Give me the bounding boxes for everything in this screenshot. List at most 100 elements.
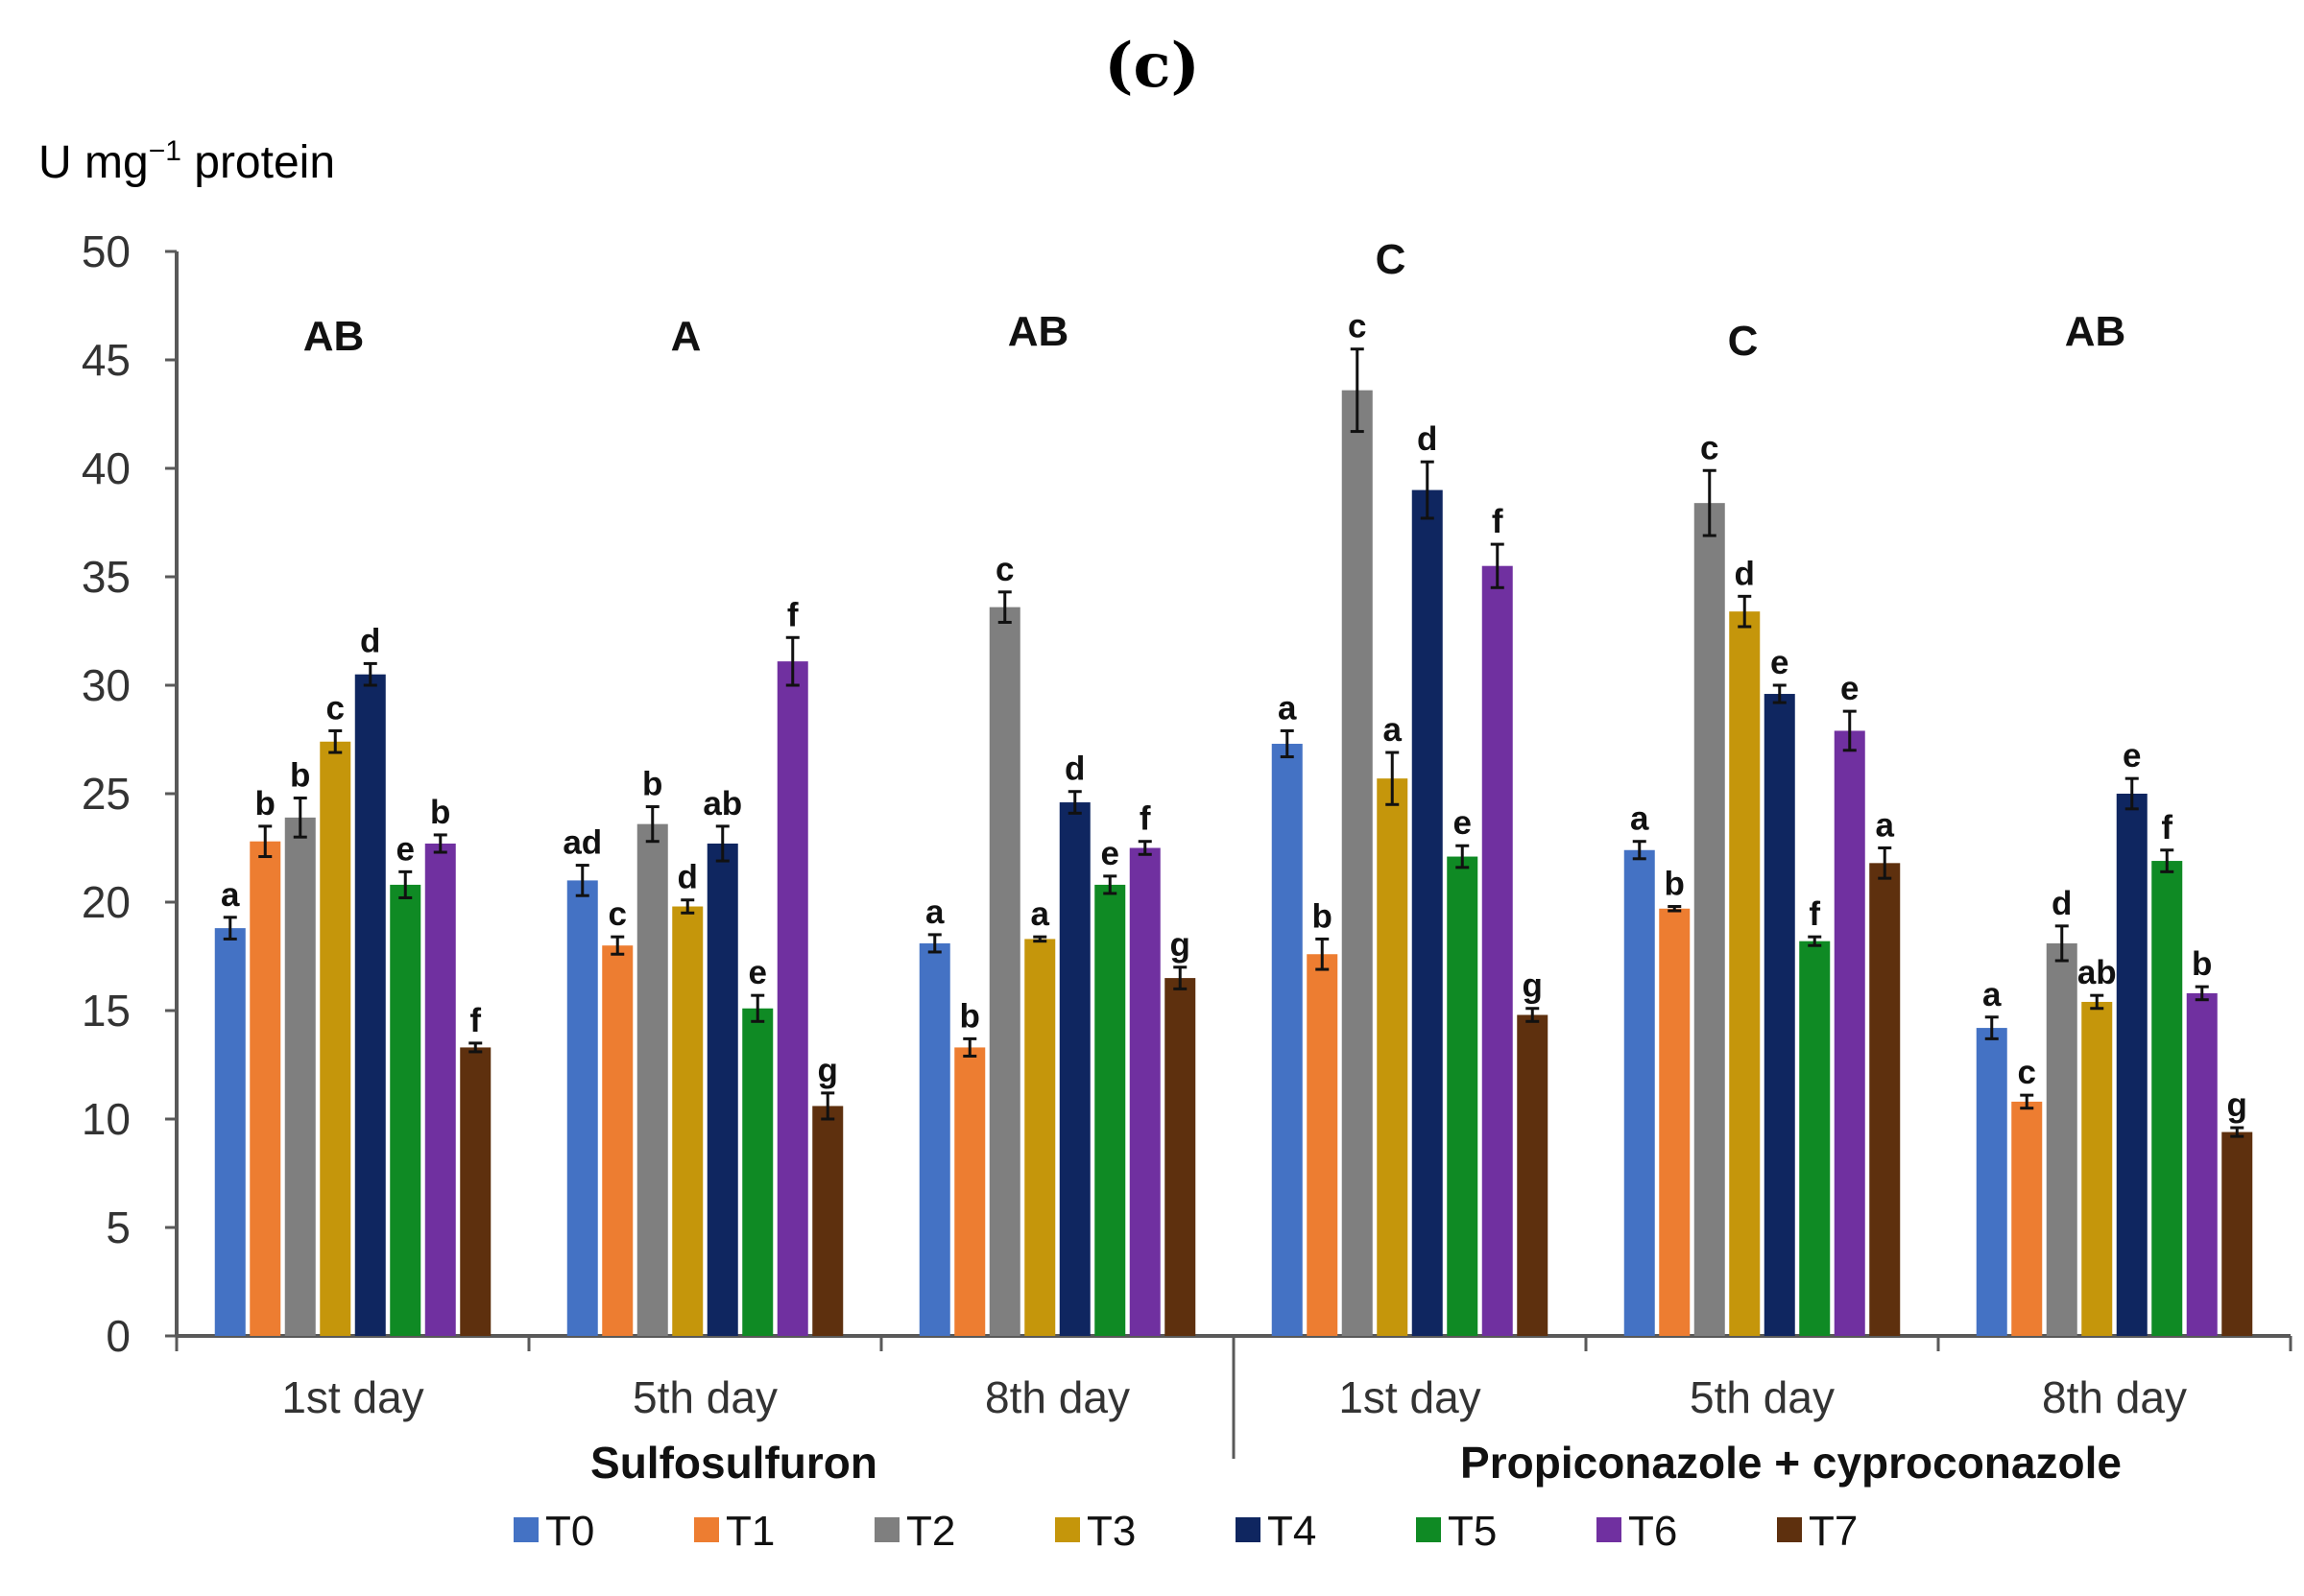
bar-T2 xyxy=(284,817,316,1336)
y-tick-label: 30 xyxy=(82,660,131,710)
x-tick-label: 5th day xyxy=(1690,1372,1835,1422)
bar-T4 xyxy=(1411,489,1443,1337)
x-tick-label: 1st day xyxy=(281,1372,423,1422)
bar-significance-letter: d xyxy=(678,859,698,896)
bar-T5 xyxy=(1447,856,1478,1336)
bar-significance-letter: c xyxy=(2018,1054,2036,1091)
bar-significance-letter: a xyxy=(1383,711,1403,749)
bar-significance-letter: a xyxy=(1982,976,2002,1013)
bar-significance-letter: g xyxy=(2227,1086,2247,1124)
y-tick-label: 25 xyxy=(82,769,131,819)
bar-significance-letter: a xyxy=(925,893,945,931)
y-tick-label: 35 xyxy=(82,552,131,602)
bar-significance-letter: b xyxy=(2192,945,2212,983)
x-tick-label: 8th day xyxy=(2042,1372,2187,1422)
bar-significance-letter: f xyxy=(1809,895,1820,933)
bar-significance-letter: d xyxy=(1417,420,1437,458)
x-tick-label: 1st day xyxy=(1338,1372,1480,1422)
legend-swatch xyxy=(1236,1517,1260,1542)
legend-item-T5: T5 xyxy=(1416,1508,1497,1555)
bar-significance-letter: c xyxy=(326,689,345,727)
category-significance-label: A xyxy=(671,313,702,360)
bar-T3 xyxy=(672,906,704,1336)
bar-T6 xyxy=(1834,730,1865,1336)
bar-T5 xyxy=(1799,941,1831,1336)
bar-significance-letter: b xyxy=(1312,897,1332,935)
y-tick-label: 20 xyxy=(82,877,131,927)
bar-significance-letter: f xyxy=(1492,503,1503,540)
bar-T6 xyxy=(424,843,456,1336)
bar-significance-letter: c xyxy=(996,551,1014,588)
bar-significance-letter: b xyxy=(290,757,310,795)
legend-item-T3: T3 xyxy=(1055,1508,1136,1555)
x-tick-label: 8th day xyxy=(985,1372,1130,1422)
bar-T3 xyxy=(1377,778,1408,1336)
bar-significance-letter: ab xyxy=(2077,954,2117,991)
y-tick-label: 15 xyxy=(82,986,131,1036)
bar-significance-letter: a xyxy=(1630,800,1649,838)
bar-T0 xyxy=(1976,1028,2007,1336)
bar-significance-letter: b xyxy=(642,766,662,803)
bar-T3 xyxy=(1024,939,1056,1336)
bar-T4 xyxy=(2116,794,2148,1336)
bar-T7 xyxy=(2221,1131,2253,1336)
legend-swatch xyxy=(1777,1517,1802,1542)
bar-T0 xyxy=(566,880,598,1336)
bar-T7 xyxy=(460,1047,492,1336)
bar-T0 xyxy=(919,942,950,1336)
bar-T6 xyxy=(777,661,808,1336)
bar-significance-letter: b xyxy=(255,785,276,822)
bar-T7 xyxy=(1164,978,1196,1336)
bar-T2 xyxy=(636,823,668,1336)
y-axis-label-suffix: protein xyxy=(181,137,335,188)
legend-swatch xyxy=(1596,1517,1621,1542)
bar-significance-letter: e xyxy=(1770,644,1788,681)
bar-T1 xyxy=(2011,1101,2043,1336)
legend-label: T5 xyxy=(1448,1508,1497,1555)
legend-swatch xyxy=(1055,1517,1080,1542)
legend-label: T3 xyxy=(1087,1508,1136,1555)
bar-T4 xyxy=(1764,694,1795,1336)
bar-T1 xyxy=(602,945,634,1336)
bar-T6 xyxy=(1481,565,1513,1336)
legend-label: T2 xyxy=(906,1508,955,1555)
bar-T0 xyxy=(214,928,246,1336)
bar-significance-letter: ab xyxy=(703,785,742,822)
bar-significance-letter: c xyxy=(1348,308,1366,345)
bar-T2 xyxy=(1693,503,1725,1336)
bar-significance-letter: a xyxy=(221,876,240,914)
y-tick-label: 50 xyxy=(82,226,131,276)
legend-label: T4 xyxy=(1267,1508,1316,1555)
bar-T4 xyxy=(707,843,738,1336)
bar-significance-letter: g xyxy=(818,1052,838,1089)
bar-T6 xyxy=(1129,847,1161,1336)
y-tick-label: 10 xyxy=(82,1094,131,1144)
category-significance-label: AB xyxy=(2065,308,2126,355)
legend-swatch xyxy=(694,1517,719,1542)
category-significance-label: C xyxy=(1376,236,1406,283)
bar-T5 xyxy=(742,1008,774,1336)
legend-item-T4: T4 xyxy=(1236,1508,1316,1555)
bar-T3 xyxy=(2081,1001,2113,1336)
bar-significance-letter: e xyxy=(1453,804,1472,842)
bar-significance-letter: f xyxy=(1140,800,1151,838)
y-tick-label: 0 xyxy=(106,1311,131,1361)
bar-significance-letter: d xyxy=(2052,885,2072,922)
legend-item-T6: T6 xyxy=(1596,1508,1677,1555)
bar-T5 xyxy=(1094,884,1126,1336)
group-label: Sulfosulfuron xyxy=(590,1438,877,1488)
bar-significance-letter: a xyxy=(1876,807,1895,845)
bar-significance-letter: e xyxy=(1840,670,1859,707)
bar-T0 xyxy=(1623,849,1655,1336)
bar-T7 xyxy=(1517,1014,1548,1336)
bar-T3 xyxy=(1729,611,1761,1336)
bar-significance-letter: e xyxy=(2123,737,2141,774)
legend-item-T1: T1 xyxy=(694,1508,775,1555)
bar-T5 xyxy=(2151,861,2183,1336)
bar-T5 xyxy=(390,884,421,1336)
bar-significance-letter: c xyxy=(1700,429,1718,466)
bar-T7 xyxy=(1869,863,1901,1336)
bar-significance-letter: ad xyxy=(563,824,602,862)
